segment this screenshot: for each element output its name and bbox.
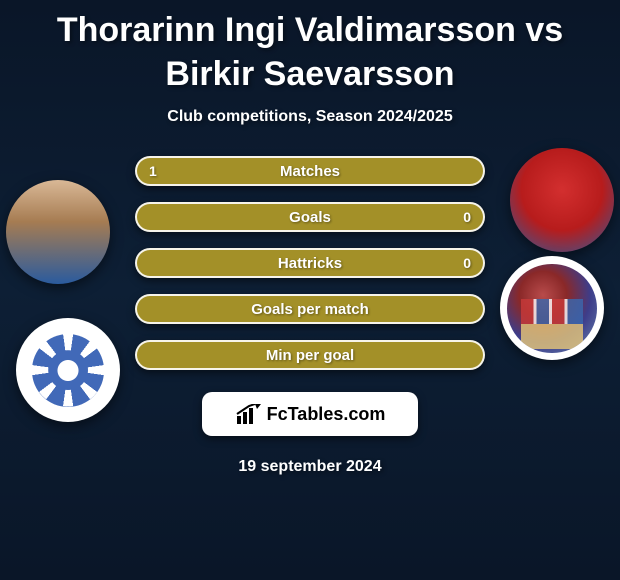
stat-label: Hattricks: [278, 255, 342, 272]
stat-label: Goals per match: [251, 301, 369, 318]
player-left-avatar: [6, 180, 110, 284]
stat-right-value: 0: [463, 255, 471, 271]
club-right-badge: [500, 256, 604, 360]
stat-left-value: 1: [149, 163, 157, 179]
fctables-logo: FcTables.com: [202, 392, 418, 436]
club-left-badge: [16, 318, 120, 422]
club-right-badge-art: [507, 264, 596, 353]
stat-right-value: 0: [463, 209, 471, 225]
stat-bar-goals: Goals 0: [135, 202, 485, 232]
stat-bar-hattricks: Hattricks 0: [135, 248, 485, 278]
stat-label: Goals: [289, 209, 331, 226]
main-area: 1 Matches Goals 0 Hattricks 0 Goals per …: [0, 156, 620, 476]
stat-bar-matches: 1 Matches: [135, 156, 485, 186]
stat-bar-goals-per-match: Goals per match: [135, 294, 485, 324]
snapshot-date: 19 september 2024: [0, 458, 620, 476]
stat-bar-min-per-goal: Min per goal: [135, 340, 485, 370]
logo-text: FcTables.com: [267, 404, 386, 425]
season-subtitle: Club competitions, Season 2024/2025: [0, 108, 620, 126]
chart-icon: [235, 404, 261, 424]
player-right-avatar: [510, 148, 614, 252]
comparison-title: Thorarinn Ingi Valdimarsson vs Birkir Sa…: [0, 0, 620, 96]
club-left-badge-art: [32, 334, 105, 407]
stat-label: Matches: [280, 163, 340, 180]
stat-label: Min per goal: [266, 347, 354, 364]
stat-bars-container: 1 Matches Goals 0 Hattricks 0 Goals per …: [135, 156, 485, 370]
